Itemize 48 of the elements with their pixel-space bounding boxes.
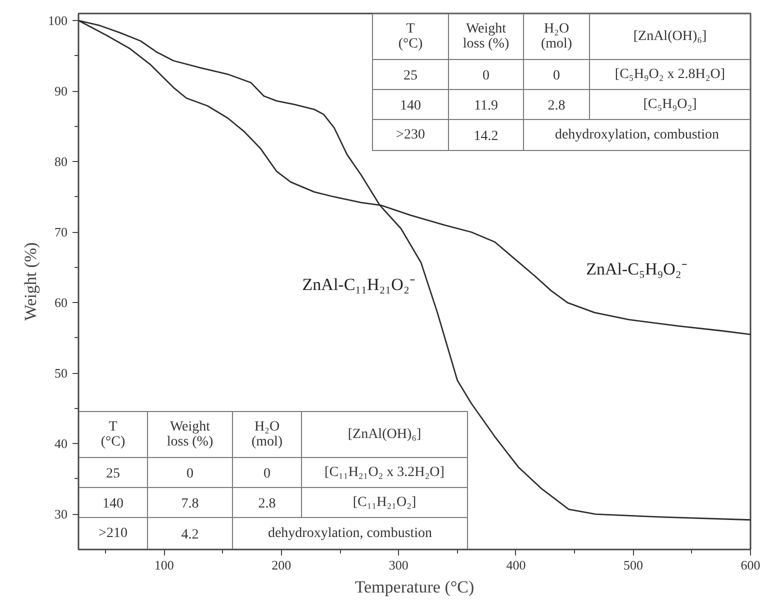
- annotation: 0: [264, 466, 270, 482]
- annotation: >210: [98, 526, 128, 541]
- annotation: H₂O (mol): [251, 420, 283, 450]
- x-tick-label: 600: [740, 558, 760, 572]
- annotation: 25: [106, 466, 120, 482]
- annotation: [C₁₁H₂₁O₂]: [352, 495, 416, 510]
- y-tick-label: 60: [54, 295, 68, 310]
- annotation: T (°C): [398, 22, 423, 52]
- annotation: Weight loss (%): [166, 420, 214, 450]
- x-tick-label: 200: [272, 558, 292, 572]
- series-label: ZnAl-C₅H₉O₂⁻: [586, 260, 688, 279]
- y-tick-label: 40: [54, 436, 68, 452]
- annotation: H₂O (mol): [540, 22, 572, 52]
- y-tick-label: 30: [54, 506, 68, 522]
- annotation: 14.2: [474, 129, 498, 144]
- y-tick-label: 80: [54, 154, 68, 170]
- annotation: 25: [404, 68, 418, 84]
- annotation: T (°C): [100, 420, 126, 450]
- annotation: [C₅H₉O₂ x 2.8H₂O]: [614, 67, 726, 82]
- annotation: 0: [553, 68, 560, 84]
- annotation: 2.8: [258, 496, 276, 512]
- annotation: 140: [400, 98, 421, 114]
- annotation: 2.8: [548, 98, 566, 114]
- annotation: 11.9: [474, 98, 498, 114]
- y-tick-label: 70: [54, 224, 68, 240]
- x-tick-label: 400: [506, 558, 526, 572]
- y-axis-title: Weight (%): [21, 242, 40, 321]
- annotation: Weight loss (%): [462, 22, 510, 52]
- annotation: 4.2: [181, 528, 199, 542]
- x-tick-label: 300: [388, 558, 408, 572]
- annotation: 7.8: [181, 496, 199, 512]
- annotation: 0: [186, 466, 194, 482]
- x-axis-title: Temperature (°C): [354, 578, 474, 596]
- annotation: [ZnAl(OH)₆]: [633, 29, 707, 44]
- annotation: 140: [102, 496, 124, 512]
- annotation: [C₁₁H₂₁O₂ x 3.2H₂O]: [324, 465, 444, 480]
- x-tick-label: 500: [623, 558, 643, 572]
- annotation: 0: [482, 68, 490, 84]
- annotation: dehydroxylation, combustion: [268, 526, 432, 541]
- annotation: dehydroxylation, combustion: [554, 128, 720, 142]
- annotation: >230: [396, 128, 425, 142]
- series-label: ZnAl-C₁₁H₂₁O₂⁻: [302, 275, 416, 294]
- annotation: [C₅H₉O₂]: [643, 97, 697, 112]
- x-tick-label: 100: [154, 558, 174, 572]
- y-tick-label: 50: [54, 366, 68, 381]
- y-tick-label: 100: [48, 13, 68, 28]
- annotation: [ZnAl(OH)₆]: [348, 427, 422, 442]
- y-tick-label: 90: [54, 84, 68, 99]
